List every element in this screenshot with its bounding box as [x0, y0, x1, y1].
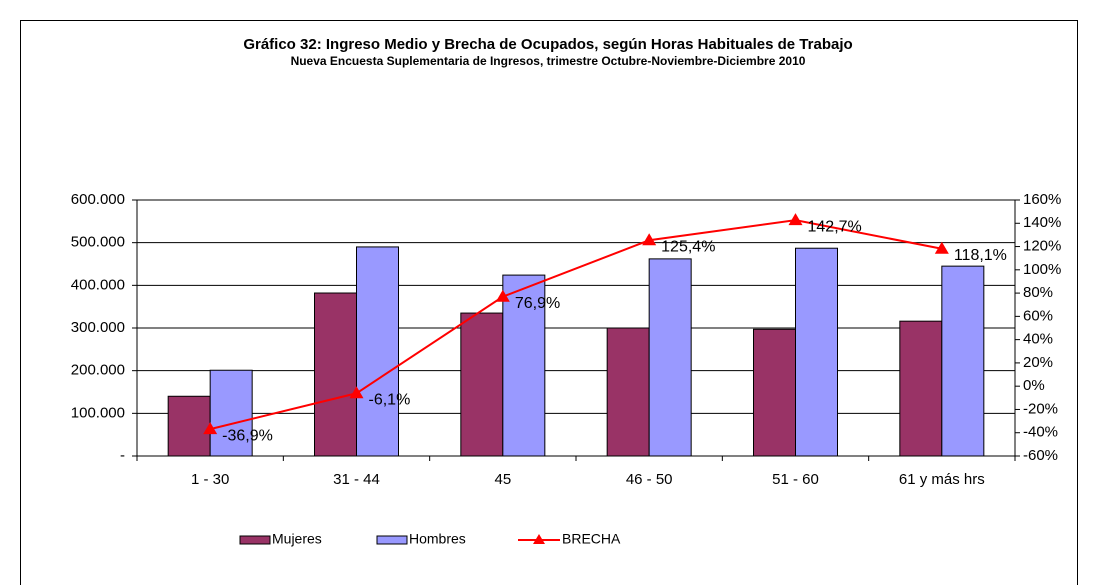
y-tick-label: 100.000 [71, 404, 125, 421]
x-tick-label: 51 - 60 [772, 471, 819, 488]
bar [460, 312, 504, 457]
marker [349, 386, 364, 399]
legend-label: Hombres [409, 531, 466, 547]
y2-tick-label: 0% [1023, 377, 1045, 394]
x-tick-label: 45 [494, 471, 511, 488]
y-tick-label: 300.000 [71, 319, 125, 336]
y2-tick-label: 140% [1023, 214, 1061, 231]
marker [642, 233, 657, 246]
data-label: 125,4% [661, 238, 715, 255]
bar [941, 265, 985, 457]
line [209, 219, 943, 431]
y2-tick-label: 100% [1023, 261, 1061, 278]
x-tick-label: 61 y más hrs [899, 471, 985, 488]
chart-frame [20, 20, 1078, 585]
marker [495, 289, 510, 302]
y2-tick-label: 120% [1023, 238, 1061, 255]
data-label: 76,9% [515, 295, 560, 312]
chart-title: Gráfico 32: Ingreso Medio y Brecha de Oc… [243, 36, 852, 53]
y-tick-label: 400.000 [71, 276, 125, 293]
bar [753, 328, 796, 457]
data-label: 118,1% [954, 247, 1007, 264]
y2-tick-label: 20% [1023, 354, 1053, 371]
marker [203, 422, 218, 435]
bar [209, 369, 253, 457]
x-tick-label: 31 - 44 [333, 471, 380, 488]
bar [606, 327, 650, 457]
chart-subtitle: Nueva Encuesta Suplementaria de Ingresos… [291, 54, 806, 68]
bar [167, 395, 211, 457]
y2-tick-label: -60% [1023, 447, 1058, 464]
bar [899, 320, 943, 457]
y-tick-label: 600.000 [71, 191, 125, 208]
marker [788, 213, 803, 226]
y2-tick-label: 60% [1023, 307, 1053, 324]
y2-tick-label: 40% [1023, 331, 1053, 348]
marker [934, 241, 949, 254]
data-label: -36,9% [222, 427, 273, 444]
y2-tick-label: -40% [1023, 424, 1058, 441]
legend-marker [533, 534, 545, 544]
bar [648, 258, 692, 457]
y-tick-label: - [120, 447, 125, 464]
legend-label: BRECHA [562, 531, 621, 547]
y-tick-label: 500.000 [71, 234, 125, 251]
y2-tick-label: 160% [1023, 191, 1061, 208]
legend-swatch [376, 535, 408, 545]
bar [502, 274, 546, 457]
legend-label: Mujeres [272, 531, 322, 547]
data-label: 142,7% [808, 218, 862, 235]
bar [356, 246, 399, 457]
y-tick-label: 200.000 [71, 362, 125, 379]
y2-tick-label: -20% [1023, 400, 1058, 417]
bar [314, 292, 357, 457]
bar [795, 247, 838, 457]
y2-tick-label: 80% [1023, 284, 1053, 301]
legend-swatch [239, 535, 271, 545]
x-tick-label: 46 - 50 [626, 471, 673, 488]
data-label: -6,1% [369, 391, 411, 408]
x-tick-label: 1 - 30 [191, 471, 229, 488]
